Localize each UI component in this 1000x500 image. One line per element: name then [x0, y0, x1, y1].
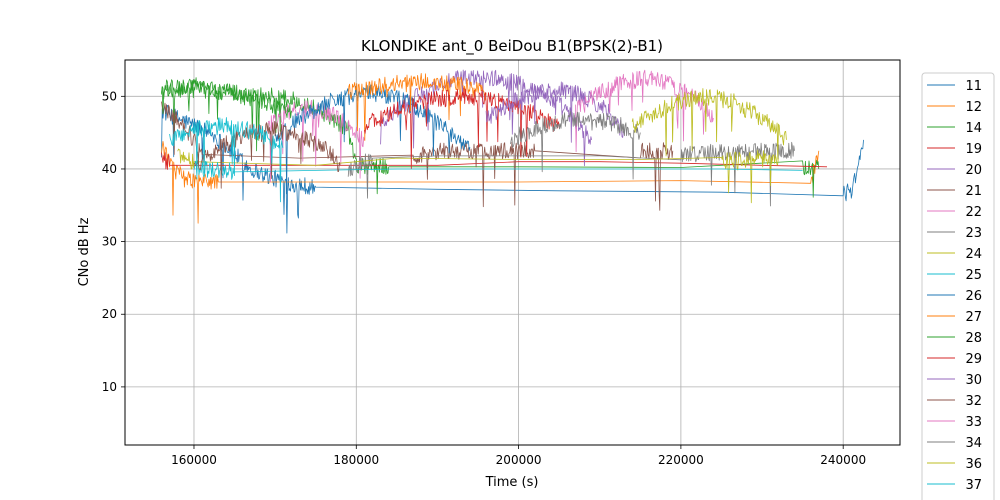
series-line-30: [485, 81, 625, 143]
series-line-24: [177, 148, 779, 204]
legend-label: 12: [965, 100, 982, 115]
x-tick-label: 200000: [496, 453, 542, 467]
legend-label: 20: [965, 163, 982, 178]
series-line-36: [631, 88, 787, 160]
legend-label: 32: [965, 394, 982, 409]
series-line-32: [193, 121, 341, 189]
series-line-12: [161, 141, 820, 224]
series-layer: [161, 69, 864, 234]
legend-label: 21: [965, 184, 982, 199]
legend-label: 30: [965, 373, 982, 388]
y-tick-label: 10: [102, 380, 117, 394]
legend: 11 12 14 19 20 21 22 23 24 25 26 27 28 29 30 32 33 34 36 37…: [921, 72, 995, 500]
legend-label: 14: [965, 121, 982, 136]
series-line-23: [347, 141, 795, 207]
legend-label: 27: [965, 310, 982, 325]
series-line-25: [193, 160, 803, 180]
legend-label: 37: [965, 478, 982, 493]
y-tick-label: 40: [102, 162, 117, 176]
plot-frame: [124, 59, 901, 446]
x-tick-label: 180000: [333, 453, 379, 467]
y-tick-label: 50: [102, 89, 117, 103]
y-axis-label: CNo dB Hz: [77, 217, 92, 286]
legend-box: [921, 72, 995, 500]
series-line-34: [510, 111, 641, 180]
y-axis: 10 20 30 40 50: [102, 89, 125, 394]
series-line-11: [161, 105, 864, 234]
legend-label: 33: [965, 415, 982, 430]
legend-label: 29: [965, 352, 982, 367]
series-line-26: [274, 84, 471, 195]
x-tick-label: 160000: [171, 453, 217, 467]
legend-label: 26: [965, 289, 982, 304]
series-line-28: [161, 77, 292, 119]
series-line-27: [347, 73, 487, 141]
series-line-20: [380, 69, 592, 167]
series-line-19: [161, 152, 828, 170]
series-line-29: [364, 87, 560, 169]
legend-label: 34: [965, 436, 982, 451]
x-tick-label: 220000: [658, 453, 704, 467]
series-line-21: [161, 101, 674, 211]
x-axis-label: Time (s): [485, 475, 539, 490]
legend-label: 28: [965, 331, 982, 346]
legend-label: 24: [965, 247, 982, 262]
x-tick-label: 240000: [820, 453, 866, 467]
x-axis: 160000 180000 200000 220000 240000: [171, 445, 866, 467]
legend-label: 22: [965, 205, 982, 220]
y-tick-label: 30: [102, 235, 117, 249]
chart-title: KLONDIKE ant_0 BeiDou B1(BPSK(2)-B1): [361, 37, 663, 56]
series-line-37: [169, 117, 284, 203]
legend-label: 23: [965, 226, 982, 241]
legend-label: 36: [965, 457, 982, 472]
y-tick-label: 20: [102, 307, 117, 321]
legend-label: 19: [965, 142, 982, 157]
legend-label: 11: [965, 79, 982, 94]
legend-label: 25: [965, 268, 982, 283]
